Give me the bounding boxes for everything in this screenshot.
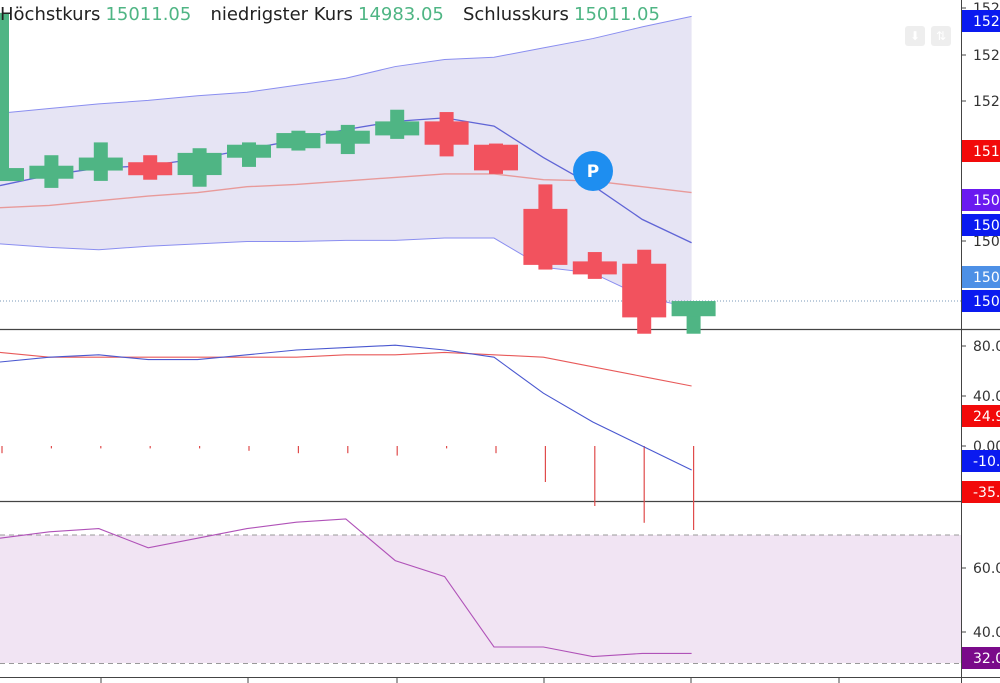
bollinger-band-fill xyxy=(0,16,692,309)
close-label: Schlusskurs xyxy=(462,4,569,25)
price-badge: 150 xyxy=(973,218,1000,234)
price-badge: 150 xyxy=(973,193,1000,209)
price-badge-bg xyxy=(962,266,1000,288)
macd-badge-bg xyxy=(962,481,1000,503)
ohlc-legend: Höchstkurs 15011.05 niedrigster Kurs 149… xyxy=(0,4,660,25)
p-marker-icon xyxy=(573,151,613,191)
arrow-down-icon[interactable]: ⬇ xyxy=(905,26,925,46)
price-badge-bg xyxy=(962,189,1000,211)
macd-signal-line xyxy=(0,351,692,387)
price-badge-bg xyxy=(962,214,1000,236)
price-tick-label: 152 xyxy=(973,48,1000,64)
rsi-tick-label: 60.0 xyxy=(973,561,1000,577)
candle-body xyxy=(78,157,123,171)
price-badge: 152 xyxy=(973,14,1000,30)
price-tick-label: 150 xyxy=(973,234,1000,250)
arrows-vertical-icon[interactable]: ⇅ xyxy=(931,26,951,46)
macd-badge: -35. xyxy=(973,485,1000,501)
price-badge-bg xyxy=(962,10,1000,32)
price-tick-label: 152 xyxy=(973,94,1000,110)
candle-body xyxy=(622,263,667,318)
high-value: 15011.05 xyxy=(105,4,192,25)
bollinger-upper-line xyxy=(0,15,692,114)
price-badge: 151 xyxy=(973,144,1000,160)
rsi-band-fill xyxy=(0,535,961,663)
candle-body xyxy=(474,144,518,171)
macd-line xyxy=(0,344,692,471)
low-label: niedrigster Kurs xyxy=(210,4,353,25)
candle-body xyxy=(523,208,568,265)
candle-body xyxy=(671,301,716,317)
candle-body xyxy=(424,121,469,145)
candle-body xyxy=(375,121,420,136)
rsi-badge-bg xyxy=(962,647,1000,669)
candle-body xyxy=(177,152,222,176)
low-value: 14983.05 xyxy=(358,4,444,25)
macd-badge: 24.9 xyxy=(973,409,1000,425)
price-badge: 150 xyxy=(973,270,1000,286)
close-value: 15011.05 xyxy=(574,4,660,25)
price-badge: 150 xyxy=(973,294,1000,310)
high-label: Höchstkurs xyxy=(0,4,101,25)
macd-badge-bg xyxy=(962,450,1000,472)
candle-body xyxy=(128,162,173,176)
macd-tick-label: 80.0 xyxy=(973,339,1000,355)
macd-tick-label: 40.0 xyxy=(973,389,1000,405)
rsi-tick-label: 40.0 xyxy=(973,625,1000,641)
candle-wick xyxy=(0,12,9,177)
candle-body xyxy=(227,144,271,158)
candle-body xyxy=(29,165,74,179)
candle-body xyxy=(276,133,321,149)
price-badge-bg xyxy=(962,290,1000,312)
macd-badge-bg xyxy=(962,405,1000,427)
candle-body xyxy=(0,168,24,182)
rsi-line xyxy=(0,518,692,658)
price-badge-bg xyxy=(962,140,1000,162)
candle-body xyxy=(325,130,370,144)
candle-body xyxy=(572,261,617,275)
macd-badge: -10. xyxy=(973,454,1000,470)
rsi-badge: 32.0 xyxy=(973,651,1000,667)
p-marker-label: P xyxy=(587,162,599,182)
